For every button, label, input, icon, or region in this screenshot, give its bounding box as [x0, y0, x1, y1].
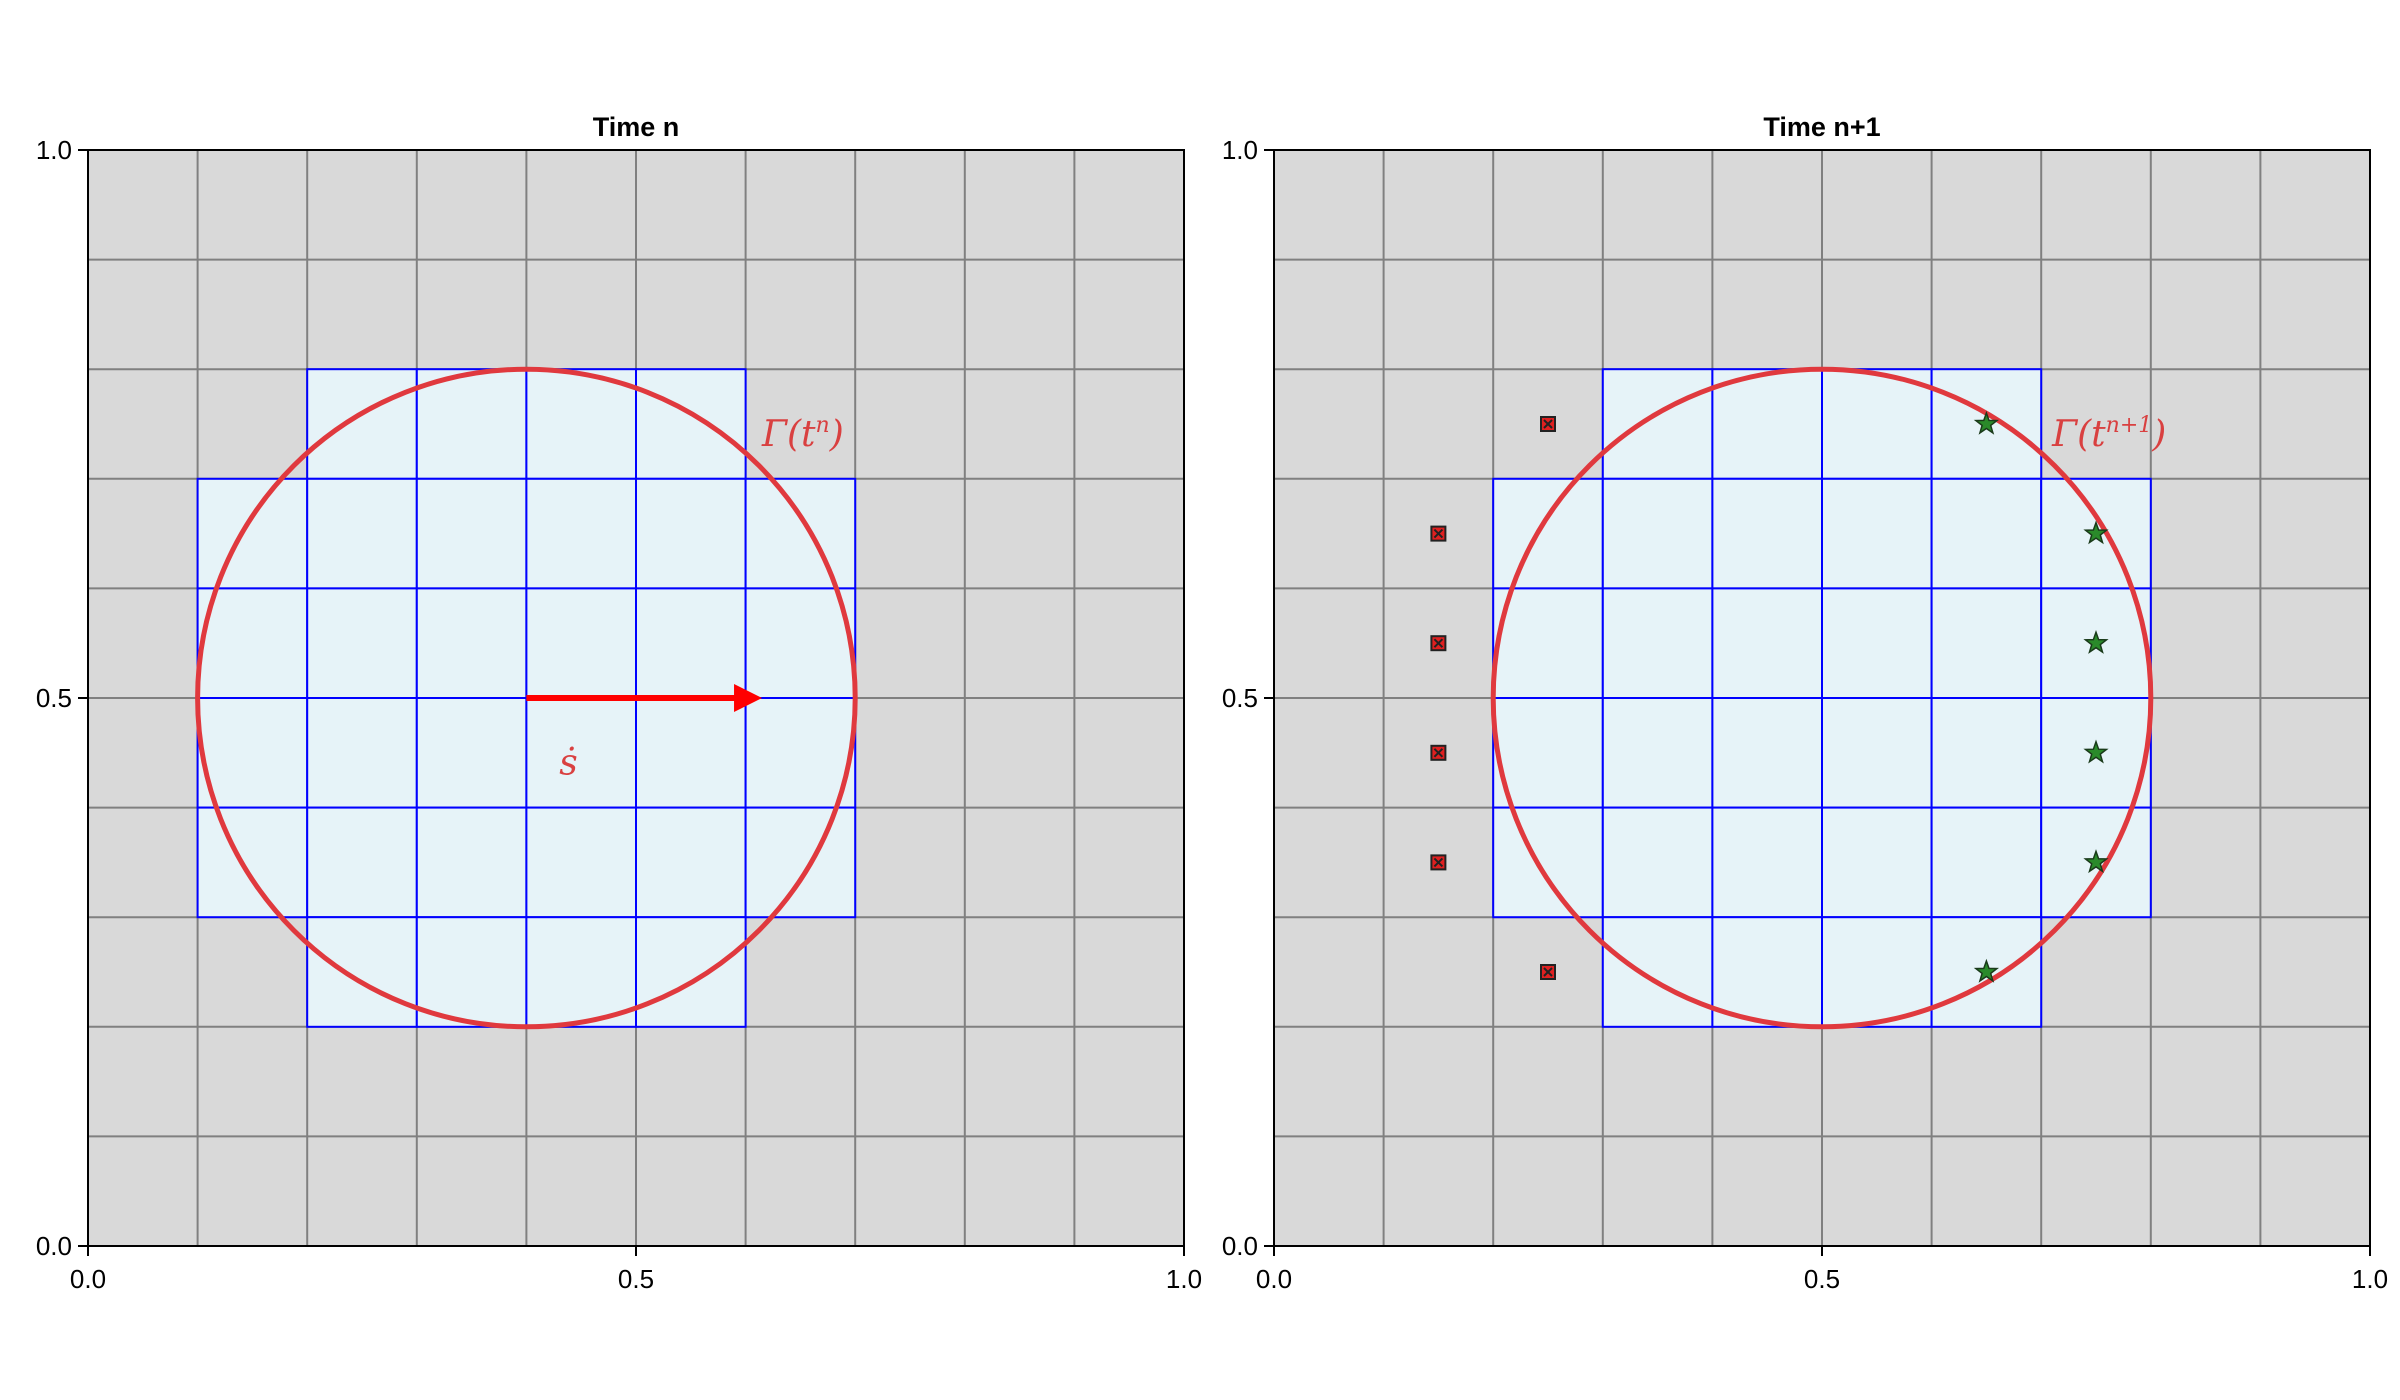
- cut-cell: [1601, 916, 1714, 1028]
- cut-cell: [525, 477, 638, 590]
- cut-cell: [1711, 697, 1824, 809]
- cut-cell: [306, 587, 418, 700]
- plot-area: [78, 149, 1185, 1256]
- x-tick-label: 0.5: [1804, 1264, 1840, 1294]
- cut-cell: [1601, 587, 1714, 700]
- x-tick-label: 0.0: [70, 1264, 106, 1294]
- cut-cell: [306, 916, 418, 1028]
- cut-cell: [306, 477, 418, 590]
- cut-cell: [1711, 806, 1824, 919]
- dead-cell-marker: [1543, 967, 1553, 977]
- interface-circle: [1490, 366, 2154, 1030]
- plot-area: [1264, 149, 2371, 1256]
- cut-cell: [1601, 368, 1714, 480]
- cut-cell: [744, 477, 857, 590]
- cut-cell: [1711, 916, 1824, 1028]
- cut-cell: [415, 368, 528, 480]
- y-tick-label: 1.0: [36, 135, 72, 165]
- x-tick-label: 0.0: [1256, 1264, 1292, 1294]
- cut-cell: [306, 697, 418, 809]
- cut-cell: [415, 587, 528, 700]
- cut-cell: [635, 806, 747, 919]
- cut-cell: [1601, 477, 1714, 590]
- cut-cell: [1930, 587, 2043, 700]
- fresh-cell-marker: [2083, 739, 2109, 764]
- cut-cell: [1821, 916, 1933, 1028]
- cut-cell: [635, 477, 747, 590]
- cut-cell: [525, 697, 638, 809]
- cut-cell: [1601, 806, 1714, 919]
- fresh-cell-marker: [1973, 958, 2000, 983]
- cut-cell: [1492, 697, 1604, 809]
- arrowhead: [734, 684, 763, 712]
- cut-cell: [1821, 477, 1933, 590]
- y-tick-label: 0.5: [36, 683, 72, 713]
- interface-label: Γ(tn): [761, 413, 844, 455]
- cut-cell: [744, 697, 857, 809]
- x-tick-label: 1.0: [1166, 1264, 1202, 1294]
- cut-cell: [196, 806, 309, 919]
- cut-cell: [1821, 368, 1933, 480]
- x-tick-label: 1.0: [2352, 1264, 2388, 1294]
- cut-cell: [1930, 697, 2043, 809]
- cut-cell: [1711, 477, 1824, 590]
- cut-cell: [196, 697, 309, 809]
- cut-cell: [196, 477, 309, 590]
- cut-cell: [1930, 477, 2043, 590]
- fresh-cell-marker: [2083, 629, 2109, 654]
- cut-cell: [196, 587, 309, 700]
- y-tick-label: 0.0: [36, 1231, 72, 1261]
- cut-cell: [635, 916, 747, 1028]
- cut-cell: [635, 697, 747, 809]
- cut-cell: [306, 806, 418, 919]
- cut-cell: [525, 806, 638, 919]
- dead-cell-marker: [1433, 528, 1444, 539]
- dead-cell-marker: [1543, 419, 1553, 429]
- velocity-label: ṡ: [559, 743, 577, 784]
- fresh-cell-marker: [2083, 520, 2109, 545]
- axis-ticks: 0.0 0.5 1.0 0.0 0.5 1.0: [1222, 135, 2388, 1294]
- cut-cell: [635, 368, 747, 480]
- cut-cell: [525, 587, 638, 700]
- cut-cell: [415, 697, 528, 809]
- interface-label: Γ(tn+1): [2051, 413, 2166, 455]
- cut-cell: [744, 806, 857, 919]
- cut-cell: [415, 916, 528, 1028]
- cut-cell: [1492, 587, 1604, 700]
- panel-title: Time n+1: [1763, 112, 1880, 142]
- cut-cell: [635, 587, 747, 700]
- cut-cell: [525, 368, 638, 480]
- panel-title: Time n: [593, 112, 680, 142]
- cut-cell: [415, 806, 528, 919]
- y-tick-label: 0.5: [1222, 683, 1258, 713]
- fresh-cell-marker: [1973, 410, 2000, 435]
- cut-cell: [1711, 587, 1824, 700]
- fresh-cell-marker: [2083, 849, 2109, 874]
- cut-cell: [1821, 587, 1933, 700]
- dead-cell-marker: [1433, 638, 1444, 648]
- y-tick-label: 0.0: [1222, 1231, 1258, 1261]
- interface-circle: [195, 366, 858, 1030]
- cut-cell: [1601, 697, 1714, 809]
- panel-time-n1: Time n+1 0.0 0.5 1.0 0.0 0.5 1.0 Γ(tn+1): [1222, 112, 2388, 1294]
- dead-cell-marker: [1433, 857, 1444, 868]
- cut-cell: [744, 587, 857, 700]
- cut-cell: [1821, 806, 1933, 919]
- cut-cell: [1821, 697, 1933, 809]
- cut-cell: [525, 916, 638, 1028]
- cut-cell: [1492, 477, 1604, 590]
- dead-cell-marker: [1433, 748, 1444, 758]
- cut-cell: [415, 477, 528, 590]
- axis-ticks: 0.0 0.5 1.0 0.0 0.5 1.0: [36, 135, 1202, 1294]
- cut-cell: [1492, 806, 1604, 919]
- cut-cell: [1711, 368, 1824, 480]
- panel-time-n: Time n 0.0 0.5 1.0 0.0 0.5 1.0 Γ(tn) ṡ: [36, 112, 1202, 1294]
- cut-cell: [306, 368, 418, 480]
- y-tick-label: 1.0: [1222, 135, 1258, 165]
- x-tick-label: 0.5: [618, 1264, 654, 1294]
- cut-cell: [1930, 806, 2043, 919]
